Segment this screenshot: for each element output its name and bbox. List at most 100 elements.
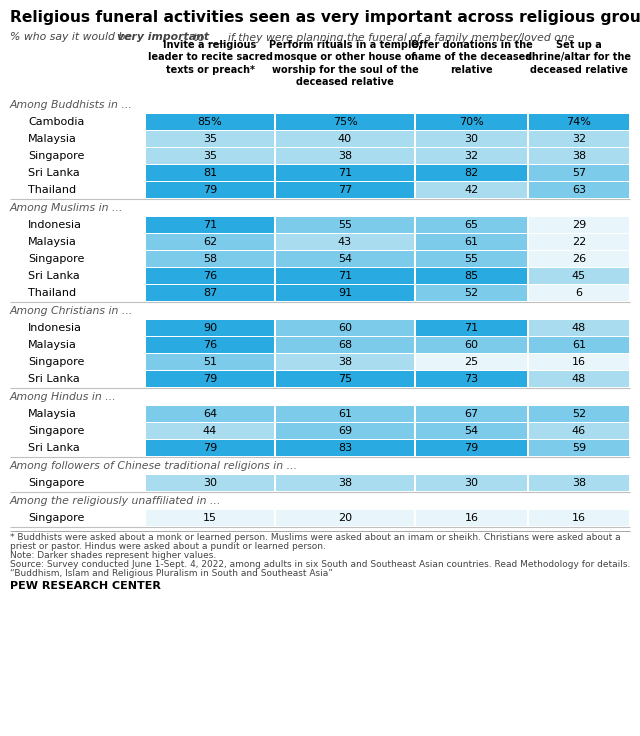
Text: 38: 38: [338, 478, 352, 488]
Bar: [416, 114, 527, 130]
Text: 75: 75: [338, 374, 352, 384]
Bar: [146, 234, 274, 250]
Text: Indonesia: Indonesia: [28, 220, 82, 230]
Bar: [276, 217, 414, 233]
Text: 26: 26: [572, 254, 586, 264]
Text: 44: 44: [203, 426, 217, 436]
Text: * Buddhists were asked about a monk or learned person. Muslims were asked about : * Buddhists were asked about a monk or l…: [10, 533, 621, 542]
Text: Malaysia: Malaysia: [28, 340, 77, 350]
Bar: [416, 406, 527, 422]
Text: 30: 30: [465, 478, 479, 488]
Bar: [146, 475, 274, 491]
Text: to ___ if they were planning the funeral of a family member/loved one: to ___ if they were planning the funeral…: [190, 32, 575, 43]
Bar: [416, 217, 527, 233]
Bar: [416, 354, 527, 370]
Bar: [416, 285, 527, 301]
Text: 71: 71: [465, 323, 479, 333]
Text: Among Muslims in ...: Among Muslims in ...: [10, 203, 124, 213]
Text: Sri Lanka: Sri Lanka: [28, 374, 80, 384]
Bar: [146, 320, 274, 336]
Bar: [146, 423, 274, 439]
Text: “Buddhism, Islam and Religious Pluralism in South and Southeast Asia”: “Buddhism, Islam and Religious Pluralism…: [10, 569, 333, 578]
Bar: [276, 510, 414, 526]
Bar: [416, 234, 527, 250]
Bar: [276, 114, 414, 130]
Bar: [529, 320, 629, 336]
Text: very important: very important: [117, 32, 209, 42]
Text: Set up a
shrine/altar for the
deceased relative: Set up a shrine/altar for the deceased r…: [527, 40, 632, 75]
Text: 32: 32: [465, 151, 479, 161]
Text: Singapore: Singapore: [28, 357, 84, 367]
Bar: [146, 268, 274, 284]
Text: 30: 30: [203, 478, 217, 488]
Text: 65: 65: [465, 220, 479, 230]
Text: 70%: 70%: [459, 117, 484, 127]
Bar: [529, 131, 629, 147]
Text: 90: 90: [203, 323, 217, 333]
Text: Among Buddhists in ...: Among Buddhists in ...: [10, 100, 133, 110]
Text: Note: Darker shades represent higher values.: Note: Darker shades represent higher val…: [10, 551, 216, 560]
Bar: [276, 440, 414, 456]
Text: Malaysia: Malaysia: [28, 134, 77, 144]
Bar: [146, 406, 274, 422]
Text: 35: 35: [203, 134, 217, 144]
Text: 57: 57: [572, 168, 586, 178]
Text: 83: 83: [338, 443, 352, 453]
Bar: [416, 182, 527, 198]
Bar: [529, 423, 629, 439]
Text: 71: 71: [203, 220, 217, 230]
Text: PEW RESEARCH CENTER: PEW RESEARCH CENTER: [10, 581, 161, 591]
Bar: [529, 475, 629, 491]
Text: 79: 79: [203, 374, 217, 384]
Text: 48: 48: [572, 323, 586, 333]
Bar: [416, 268, 527, 284]
Text: 77: 77: [338, 185, 352, 195]
Text: 58: 58: [203, 254, 217, 264]
Bar: [146, 217, 274, 233]
Text: 48: 48: [572, 374, 586, 384]
Bar: [276, 354, 414, 370]
Text: Among Christians in ...: Among Christians in ...: [10, 306, 133, 316]
Bar: [146, 148, 274, 164]
Text: Singapore: Singapore: [28, 254, 84, 264]
Text: 35: 35: [203, 151, 217, 161]
Text: 79: 79: [203, 443, 217, 453]
Bar: [529, 251, 629, 267]
Text: 63: 63: [572, 185, 586, 195]
Text: Perform rituals in a temple,
mosque or other house of
worship for the soul of th: Perform rituals in a temple, mosque or o…: [269, 40, 421, 87]
Text: 16: 16: [465, 513, 479, 523]
Bar: [146, 371, 274, 387]
Text: 79: 79: [465, 443, 479, 453]
Bar: [276, 337, 414, 353]
Text: 60: 60: [338, 323, 352, 333]
Text: Singapore: Singapore: [28, 426, 84, 436]
Bar: [529, 354, 629, 370]
Text: 15: 15: [203, 513, 217, 523]
Bar: [416, 510, 527, 526]
Text: 71: 71: [338, 271, 352, 281]
Text: Thailand: Thailand: [28, 185, 76, 195]
Bar: [276, 234, 414, 250]
Text: Singapore: Singapore: [28, 478, 84, 488]
Text: Source: Survey conducted June 1-Sept. 4, 2022, among adults in six South and Sou: Source: Survey conducted June 1-Sept. 4,…: [10, 560, 630, 569]
Bar: [146, 165, 274, 181]
Text: Cambodia: Cambodia: [28, 117, 84, 127]
Text: 61: 61: [465, 237, 479, 247]
Bar: [146, 114, 274, 130]
Bar: [276, 165, 414, 181]
Bar: [276, 285, 414, 301]
Text: 85%: 85%: [198, 117, 222, 127]
Text: 68: 68: [338, 340, 352, 350]
Bar: [416, 475, 527, 491]
Bar: [416, 371, 527, 387]
Text: Malaysia: Malaysia: [28, 237, 77, 247]
Text: Malaysia: Malaysia: [28, 409, 77, 419]
Text: 54: 54: [465, 426, 479, 436]
Bar: [529, 268, 629, 284]
Text: 54: 54: [338, 254, 352, 264]
Bar: [416, 251, 527, 267]
Text: Sri Lanka: Sri Lanka: [28, 271, 80, 281]
Text: 74%: 74%: [566, 117, 591, 127]
Text: 64: 64: [203, 409, 217, 419]
Bar: [276, 423, 414, 439]
